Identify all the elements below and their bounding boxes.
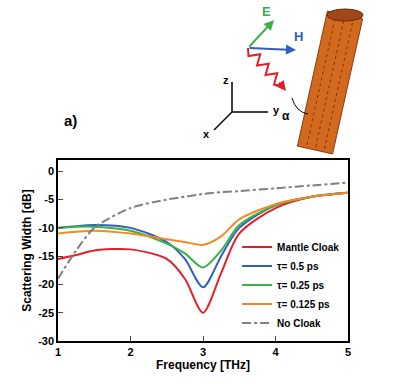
svg-text:-10: -10 [38, 222, 54, 234]
svg-text:E: E [262, 4, 271, 19]
svg-text:3: 3 [200, 346, 206, 358]
svg-text:z: z [223, 74, 229, 86]
svg-text:τ= 0.5 ps: τ= 0.5 ps [277, 261, 319, 272]
svg-text:5: 5 [345, 346, 351, 358]
svg-text:-20: -20 [38, 278, 54, 290]
svg-text:α: α [282, 109, 290, 123]
svg-text:2: 2 [127, 346, 133, 358]
svg-text:-5: -5 [44, 193, 54, 205]
svg-text:H: H [294, 29, 303, 44]
svg-text:-25: -25 [38, 307, 54, 319]
svg-text:x: x [203, 128, 210, 140]
svg-text:-30: -30 [38, 335, 54, 347]
svg-text:-15: -15 [38, 250, 54, 262]
svg-text:Frequency [THz]: Frequency [THz] [156, 358, 250, 372]
svg-text:τ= 0.125 ps: τ= 0.125 ps [277, 299, 330, 310]
svg-text:1: 1 [55, 346, 61, 358]
svg-text:τ= 0.25 ps: τ= 0.25 ps [277, 280, 324, 291]
svg-text:Mantle Cloak: Mantle Cloak [277, 242, 339, 253]
svg-text:4: 4 [272, 346, 279, 358]
svg-text:No Cloak: No Cloak [277, 318, 321, 329]
svg-text:y: y [273, 104, 280, 116]
svg-text:Scattering Width [dB]: Scattering Width [dB] [20, 189, 34, 312]
svg-text:0: 0 [48, 165, 54, 177]
svg-text:a): a) [64, 112, 77, 129]
